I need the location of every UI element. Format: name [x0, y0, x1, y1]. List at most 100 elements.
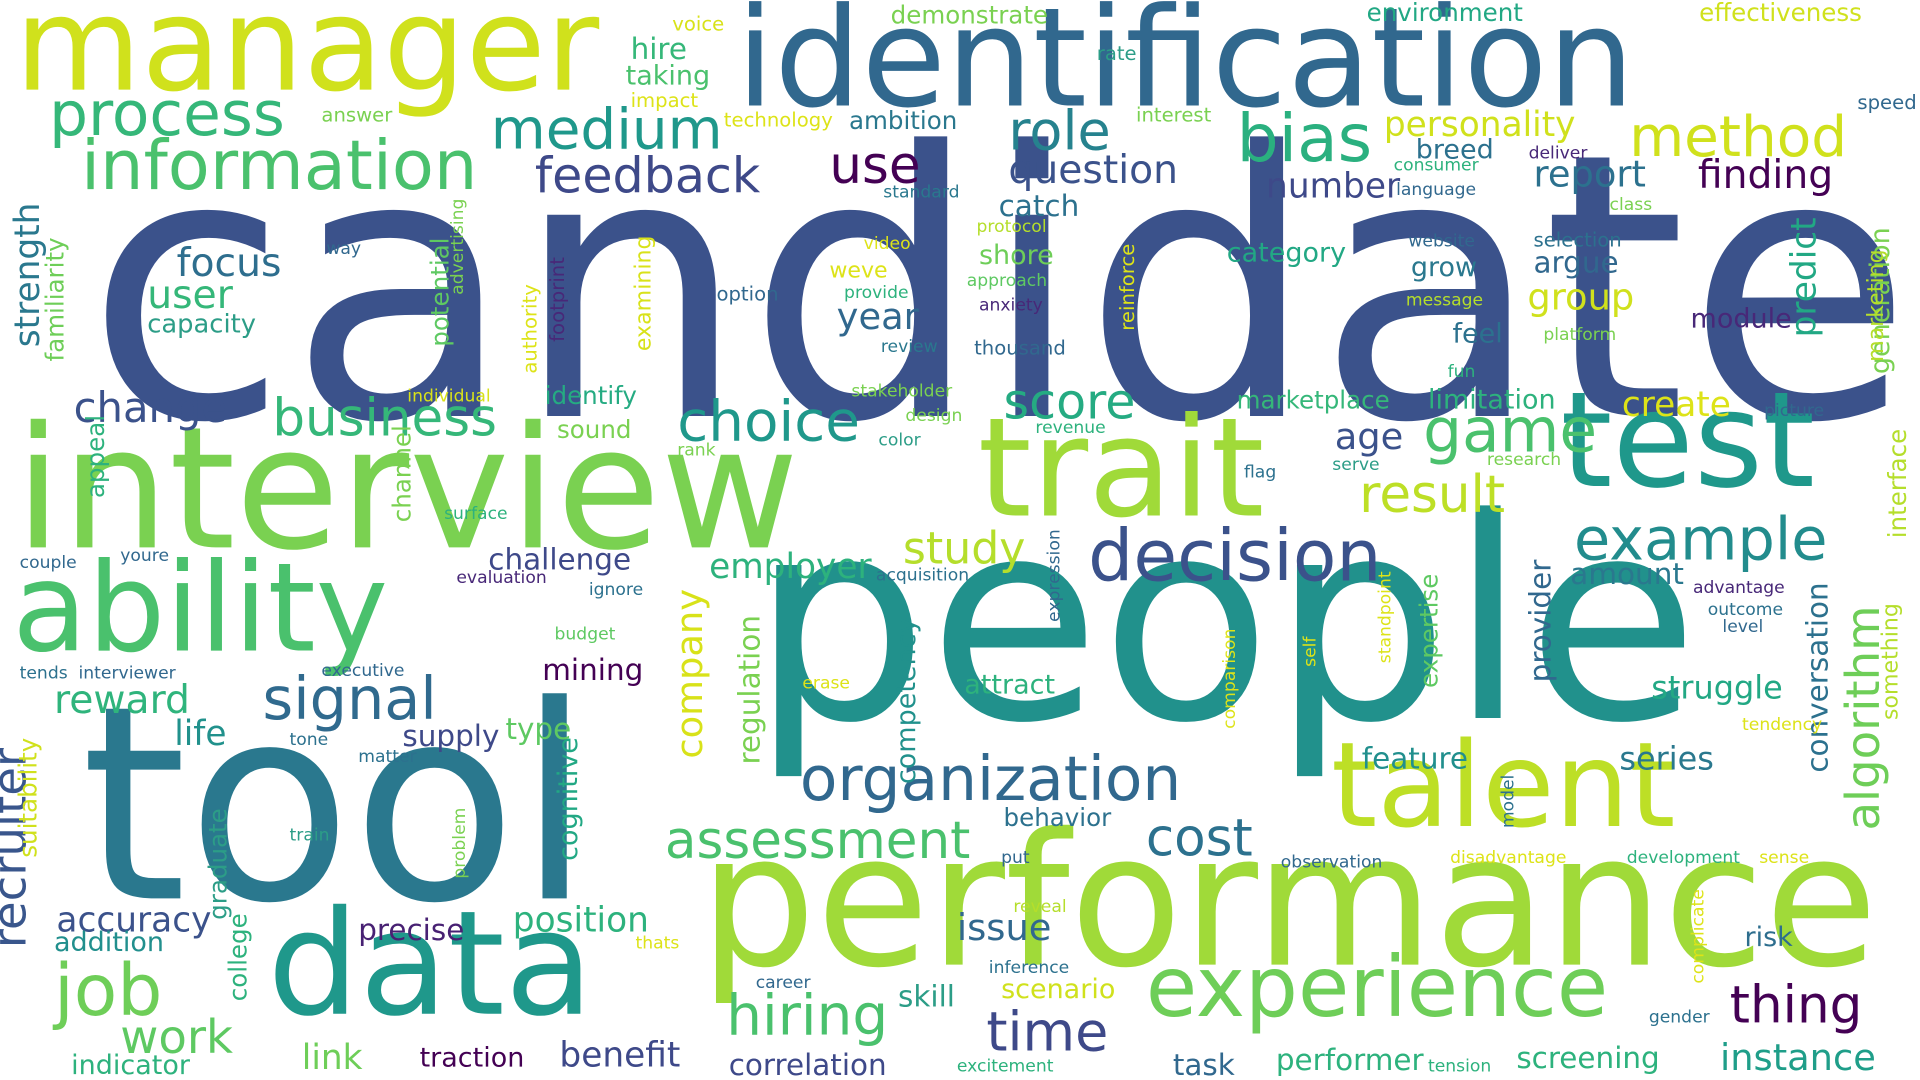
word-method: method	[1629, 103, 1848, 170]
word-interest: interest	[1136, 103, 1212, 127]
word-scenario: scenario	[1001, 974, 1116, 1006]
word-stakeholder: stakeholder	[851, 381, 953, 402]
word-advantage: advantage	[1692, 578, 1785, 598]
word-expression: expression	[1044, 529, 1065, 622]
word-interview: interview	[14, 390, 800, 588]
word-tone: tone	[289, 730, 329, 750]
word-couple: couple	[19, 553, 77, 574]
word-module: module	[1690, 304, 1792, 336]
word-selection: selection	[1533, 228, 1622, 252]
word-year: year	[836, 295, 919, 339]
word-link: link	[301, 1037, 363, 1078]
word-option: option	[716, 282, 779, 306]
word-accuracy: accuracy	[56, 899, 212, 941]
word-trait: trait	[977, 389, 1265, 549]
word-rate: rate	[1096, 41, 1137, 66]
word-ability: ability	[12, 536, 389, 680]
word-erase: erase	[802, 673, 850, 694]
word-taking: taking	[625, 61, 711, 93]
word-work: work	[120, 1010, 234, 1065]
word-game: game	[1423, 395, 1598, 467]
word-group: group	[1527, 276, 1635, 320]
word-grow: grow	[1410, 252, 1478, 284]
word-problem: problem	[450, 807, 470, 879]
word-familiarity: familiarity	[39, 237, 70, 362]
word-data: data	[267, 878, 594, 1049]
word-language: language	[1396, 180, 1477, 201]
word-platform: platform	[1543, 325, 1617, 345]
word-regulation: regulation	[732, 614, 767, 765]
word-outcome: outcome	[1707, 600, 1784, 620]
word-examining: examining	[630, 235, 657, 352]
word-people: people	[750, 457, 1699, 785]
word-authority: authority	[518, 284, 542, 374]
word-design: design	[905, 406, 963, 426]
word-effectiveness: effectiveness	[1699, 0, 1862, 28]
word-struggle: struggle	[1651, 670, 1783, 707]
word-focus: focus	[176, 239, 282, 286]
word-deliver: deliver	[1528, 143, 1588, 164]
word-capacity: capacity	[147, 309, 256, 339]
word-feedback: feedback	[534, 148, 761, 205]
word-individual: individual	[407, 386, 491, 407]
word-budget: budget	[554, 624, 616, 645]
word-medium: medium	[490, 95, 723, 163]
word-hiring: hiring	[726, 981, 889, 1049]
word-tendency: tendency	[1742, 715, 1823, 736]
word-behavior: behavior	[1003, 802, 1112, 833]
word-reinforce: reinforce	[1115, 243, 1140, 331]
word-business: business	[272, 387, 497, 448]
word-reveal: reveal	[1013, 897, 1067, 917]
word-footprint: footprint	[545, 257, 569, 342]
word-website: website	[1408, 231, 1475, 252]
word-advertising: advertising	[448, 198, 468, 295]
word-tool: tool	[80, 648, 593, 963]
word-matter: matter	[358, 747, 417, 768]
word-research: research	[1486, 450, 1562, 471]
word-risk: risk	[1744, 922, 1793, 954]
word-signal: signal	[262, 665, 437, 734]
word-job: job	[53, 948, 163, 1033]
word-candidate: candidate	[85, 74, 1913, 504]
word-talent: talent	[1331, 716, 1676, 855]
word-model: model	[1498, 774, 1519, 829]
word-protocol: protocol	[976, 217, 1047, 237]
word-change: change	[73, 384, 228, 434]
word-breed: breed	[1415, 135, 1494, 166]
word-disadvantage: disadvantage	[1450, 848, 1567, 868]
word-excitement: excitement	[956, 1056, 1054, 1077]
word-put: put	[1001, 848, 1030, 868]
word-picture: picture	[1764, 401, 1825, 421]
word-precise: precise	[358, 913, 465, 948]
word-fun: fun	[1447, 362, 1476, 382]
word-competency: competency	[891, 617, 923, 785]
word-consumer: consumer	[1393, 155, 1479, 176]
word-demonstrate: demonstrate	[890, 0, 1049, 30]
word-color: color	[878, 430, 921, 451]
word-youre: youre	[120, 546, 170, 566]
word-shore: shore	[978, 240, 1054, 272]
word-time: time	[986, 1001, 1109, 1065]
word-something: something	[1877, 603, 1904, 721]
word-serve: serve	[1332, 455, 1380, 475]
word-message: message	[1405, 290, 1484, 311]
word-cognitive: cognitive	[553, 737, 585, 861]
word-complicate: complicate	[1688, 889, 1709, 984]
word-gender: gender	[1648, 1007, 1710, 1028]
word-role: role	[1008, 100, 1111, 164]
word-voice: voice	[672, 12, 725, 36]
word-technology: technology	[723, 108, 833, 132]
word-weve: weve	[829, 257, 888, 284]
word-ignore: ignore	[588, 580, 644, 601]
word-answer: answer	[321, 103, 393, 127]
word-comparison: comparison	[1220, 628, 1241, 729]
word-review: review	[880, 337, 938, 358]
word-environment: environment	[1366, 0, 1523, 28]
word-benefit: benefit	[559, 1034, 681, 1076]
word-type: type	[505, 711, 572, 747]
word-expertise: expertise	[1413, 573, 1444, 688]
word-speed: speed	[1857, 90, 1917, 115]
word-bias: bias	[1236, 99, 1373, 177]
word-manager: manager	[14, 0, 600, 121]
